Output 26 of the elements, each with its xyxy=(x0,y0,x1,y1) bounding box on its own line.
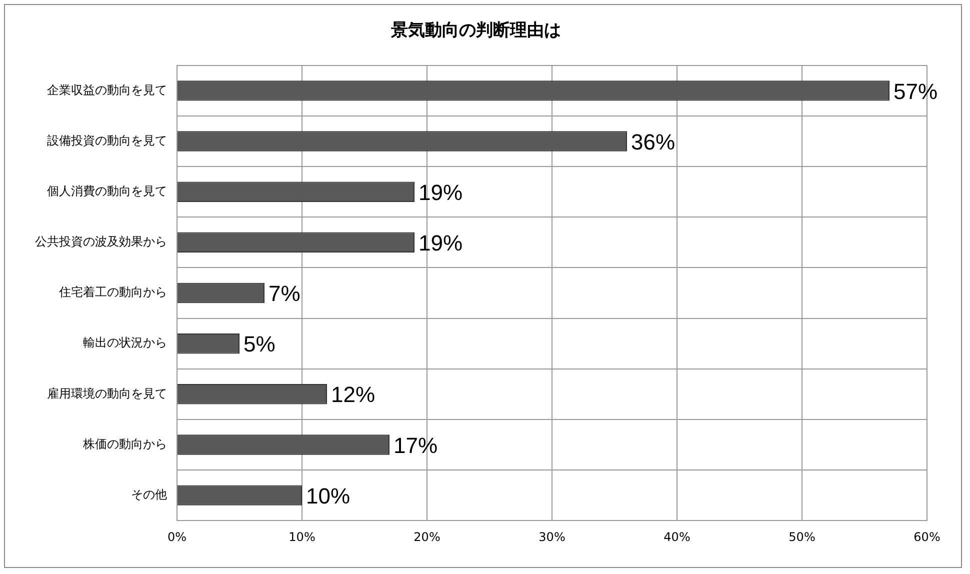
y-tick-label: 住宅着工の動向から xyxy=(58,285,167,300)
x-tick-label: 20% xyxy=(414,530,440,544)
data-label: 10% xyxy=(306,483,350,508)
y-tick-label: その他 xyxy=(131,487,167,502)
data-label: 5% xyxy=(244,332,276,357)
chart-title: 景気動向の判断理由は xyxy=(390,20,561,41)
y-tick-label: 株価の動向から xyxy=(82,436,167,451)
data-label: 17% xyxy=(394,432,438,458)
x-tick-label: 30% xyxy=(538,530,566,544)
y-tick-label: 個人消費の動向を見て xyxy=(47,184,167,198)
x-tick-label: 40% xyxy=(664,530,690,544)
y-tick-label: 輸出の状況から xyxy=(83,336,167,350)
data-label: 36% xyxy=(631,129,676,154)
x-tick-label: 60% xyxy=(914,530,940,544)
y-tick-label: 雇用環境の動向を見て xyxy=(47,386,167,400)
data-label: 12% xyxy=(331,382,376,408)
x-tick-label: 0% xyxy=(167,530,187,544)
data-label: 19% xyxy=(418,180,463,205)
y-tick-label: 公共投資の波及効果から xyxy=(35,234,167,249)
y-tick-label: 企業収益の動向を見て xyxy=(47,82,167,97)
data-label: 7% xyxy=(268,281,300,306)
x-tick-label: 50% xyxy=(788,530,816,544)
data-label: 19% xyxy=(418,230,463,256)
data-label: 57% xyxy=(894,78,938,104)
x-tick-label: 10% xyxy=(288,530,316,544)
y-tick-label: 設備投資の動向を見て xyxy=(47,133,167,148)
